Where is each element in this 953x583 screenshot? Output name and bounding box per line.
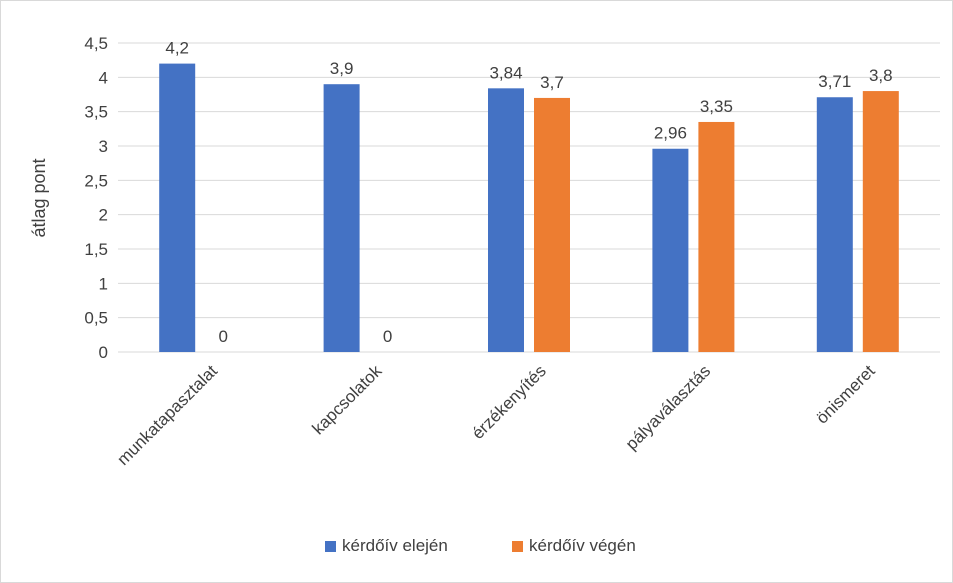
data-label: 4,2 bbox=[165, 39, 189, 58]
data-label: 3,9 bbox=[330, 59, 354, 78]
y-tick-label: 4 bbox=[99, 68, 108, 87]
bars bbox=[159, 63, 899, 353]
y-tick-label: 2 bbox=[99, 206, 108, 225]
y-tick-label: 1 bbox=[99, 274, 108, 293]
bar bbox=[816, 97, 853, 352]
data-label: 2,96 bbox=[654, 124, 687, 143]
gridlines bbox=[118, 42, 940, 353]
bar bbox=[488, 88, 524, 352]
data-label: 3,71 bbox=[818, 72, 851, 91]
bar bbox=[698, 121, 735, 352]
y-axis-title: átlag pont bbox=[29, 158, 49, 237]
x-category-label: pályaválasztás bbox=[622, 361, 714, 453]
y-tick-label: 0 bbox=[99, 343, 108, 362]
y-tick-label: 2,5 bbox=[84, 171, 108, 190]
x-category-label: önismeret bbox=[812, 361, 878, 427]
y-tick-label: 3,5 bbox=[84, 103, 108, 122]
x-category-label: kapcsolatok bbox=[309, 361, 386, 438]
bar bbox=[534, 97, 570, 352]
legend-label: kérdőív végén bbox=[529, 536, 636, 555]
data-label: 3,35 bbox=[700, 97, 733, 116]
legend-swatch bbox=[512, 541, 523, 552]
data-label: 3,8 bbox=[869, 66, 893, 85]
x-axis-categories: munkatapasztalat kapcsolatok érzékenyítés p… bbox=[113, 361, 878, 469]
bar bbox=[862, 91, 899, 353]
legend-swatch bbox=[325, 541, 336, 552]
data-label: 3,84 bbox=[489, 63, 522, 82]
y-tick-label: 0,5 bbox=[84, 309, 108, 328]
legend-label: kérdőív elején bbox=[342, 536, 448, 555]
bar bbox=[652, 148, 689, 352]
y-tick-label: 3 bbox=[99, 137, 108, 156]
bar bbox=[323, 84, 360, 352]
y-tick-label: 4,5 bbox=[84, 34, 108, 53]
data-label: 0 bbox=[218, 327, 227, 346]
data-label: 3,7 bbox=[540, 73, 564, 92]
x-category-label: érzékenyítés bbox=[468, 361, 550, 443]
data-labels: 4,2 0 3,9 0 3,84 3,7 2,96 3,35 3,71 3,8 bbox=[165, 39, 892, 346]
x-category-label: munkatapasztalat bbox=[113, 361, 221, 469]
bar bbox=[159, 63, 196, 352]
y-axis-ticks: 0 0,5 1 1,5 2 2,5 3 3,5 4 4,5 bbox=[84, 34, 108, 362]
legend: kérdőív elején kérdőív végén bbox=[325, 536, 636, 555]
data-label: 0 bbox=[383, 327, 392, 346]
y-tick-label: 1,5 bbox=[84, 240, 108, 259]
